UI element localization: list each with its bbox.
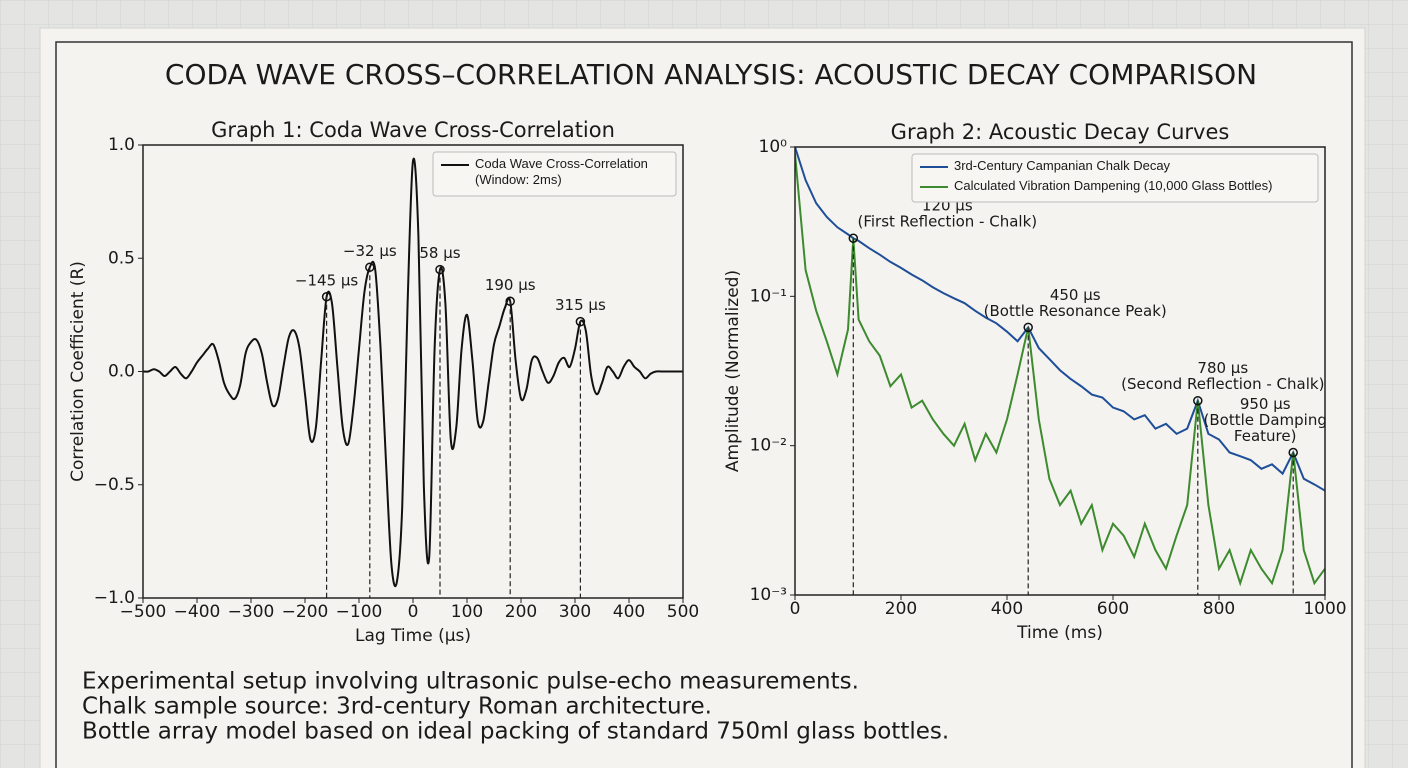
annotation-marker [1288, 447, 1298, 458]
chart-title: Graph 2: Acoustic Decay Curves [891, 120, 1230, 144]
x-tick-label: 200 [885, 599, 917, 619]
annotation-text: (First Reflection - Chalk) [857, 213, 1037, 231]
annotation-text: −32 µs [343, 242, 397, 260]
y-axis-label: Amplitude (Normalized) [723, 270, 743, 472]
annotation-text: (Bottle Damping [1204, 411, 1327, 429]
note: Experimental setup involving ultrasonic … [82, 669, 859, 695]
annotation-text: 190 µs [485, 276, 536, 294]
chart-title: Graph 1: Coda Wave Cross-Correlation [211, 118, 615, 142]
y-tick-label: 0.5 [108, 248, 135, 268]
annotation-text: 950 µs [1240, 395, 1291, 413]
sheet-frame [55, 41, 1353, 768]
annotation-text: 450 µs [1050, 286, 1101, 304]
legend-text-box: Calculated Vibration Dampening (10,000 G… [954, 178, 1273, 193]
x-tick-label: 600 [1097, 599, 1129, 619]
x-tick-label: −300 [228, 602, 275, 622]
annotation-text: (Bottle Resonance Peak) [984, 302, 1167, 320]
x-tick-label: 400 [613, 602, 645, 622]
x-tick-label: 0 [408, 602, 419, 622]
x-tick-label: 300 [559, 602, 591, 622]
y-tick-label: −1.0 [94, 588, 135, 608]
plot-frame [142, 144, 684, 599]
annotation-text: 58 µs [419, 244, 460, 262]
y-tick-label: 1.0 [108, 135, 135, 155]
annotation-text: 780 µs [1197, 359, 1248, 377]
legend-text-box: 3rd-Century Campanian Chalk Decay [954, 158, 1171, 173]
x-tick-label: 800 [1203, 599, 1235, 619]
x-axis-label: Lag Time (µs) [355, 626, 471, 646]
annotation-marker [435, 264, 445, 275]
y-tick-label: 10⁻³ [750, 585, 787, 605]
annotation-marker [321, 292, 332, 302]
note: Bottle array model based on ideal packin… [82, 719, 949, 745]
legend-label: 3rd-Century Campanian Chalk Decay [954, 158, 1171, 173]
x-tick-label: 0 [790, 599, 801, 619]
annotation-marker [575, 316, 586, 327]
x-tick-label: −200 [282, 602, 329, 622]
plot-frame [794, 146, 1326, 596]
y-tick-label: 10⁻¹ [750, 286, 787, 306]
annotation-marker [365, 262, 375, 273]
annotation-marker [848, 233, 859, 243]
x-tick-label: 400 [991, 599, 1023, 619]
annotation-marker [505, 296, 515, 307]
legend-box [911, 153, 1319, 203]
x-tick-label: 1000 [1303, 599, 1346, 619]
y-tick-label: −0.5 [94, 475, 135, 495]
x-tick-label: 200 [505, 602, 537, 622]
series-line [143, 157, 683, 588]
legend-text-box: Coda Wave Cross-Correlation (Window: 2ms… [475, 156, 648, 187]
y-tick-label: 10⁻² [750, 436, 787, 456]
annotation-marker [1023, 322, 1033, 333]
x-tick-label: −400 [174, 602, 221, 622]
note: Chalk sample source: 3rd-century Roman a… [82, 694, 712, 720]
legend-label: Calculated Vibration Dampening (10,000 G… [954, 178, 1273, 193]
legend-box [432, 151, 677, 197]
paper-sheet [39, 27, 1366, 768]
x-tick-label: −500 [120, 602, 167, 622]
series-line [795, 153, 1325, 587]
x-axis-label: Time (ms) [1016, 623, 1103, 643]
y-tick-label: 10⁰ [759, 137, 788, 157]
y-tick-label: 0.0 [108, 362, 135, 382]
main-title: CODA WAVE CROSS–CORRELATION ANALYSIS: AC… [165, 58, 1257, 91]
y-axis-label: Correlation Coefficient (R) [68, 261, 88, 482]
series-line [795, 147, 1325, 492]
annotation-text: −145 µs [295, 271, 359, 289]
chart: Graph 2: Acoustic Decay Curves Time (ms) A… [723, 120, 1347, 643]
chart: Graph 1: Coda Wave Cross-Correlation Lag … [68, 118, 699, 646]
legend-label: Coda Wave Cross-Correlation (Window: 2ms… [475, 156, 648, 187]
x-tick-label: −100 [336, 602, 383, 622]
annotation-text: Feature) [1234, 427, 1297, 445]
annotation-text: 315 µs [555, 296, 606, 314]
x-tick-label: 500 [667, 602, 699, 622]
annotation-marker [1193, 395, 1203, 406]
annotation-text: (Second Reflection - Chalk) [1121, 375, 1324, 393]
x-tick-label: 100 [451, 602, 483, 622]
